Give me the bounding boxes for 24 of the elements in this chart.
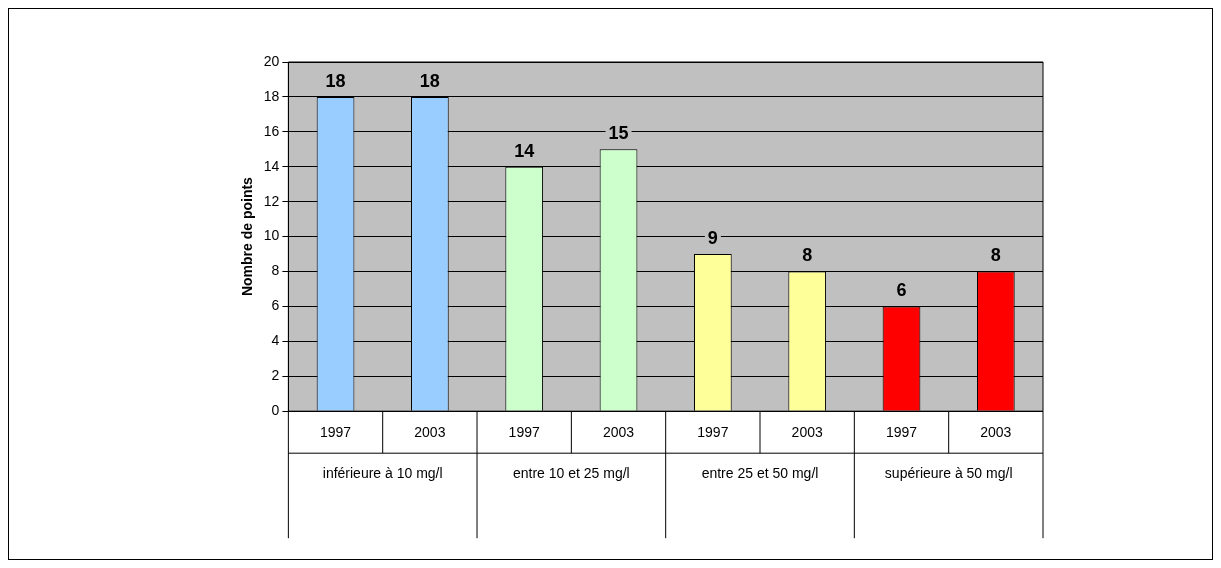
y-tick-label: 4: [271, 332, 280, 349]
data-label: 18: [419, 70, 440, 91]
y-tick-label: 10: [263, 227, 280, 244]
data-label: 18: [325, 70, 346, 91]
y-tick-label: 2: [271, 367, 280, 384]
text: supérieure à 50 mg/l: [884, 465, 1013, 482]
y-tick-label: 0: [271, 402, 280, 419]
text: entre 25 et 50 mg/l: [701, 465, 819, 482]
y-tick-label: 14: [263, 157, 280, 174]
text: inférieure à 10 mg/l: [322, 465, 443, 482]
data-label: 8: [802, 245, 813, 266]
data-label: 9: [707, 228, 718, 249]
data-label: 6: [896, 280, 907, 301]
y-tick-label: 20: [263, 52, 280, 69]
y-axis-title: Nombre de points: [239, 176, 256, 297]
y-tick-label: 16: [263, 122, 280, 139]
y-tick-label: 8: [271, 262, 280, 279]
data-label: 8: [990, 245, 1001, 266]
y-tick-label: 6: [271, 297, 280, 314]
text: entre 10 et 25 mg/l: [512, 465, 630, 482]
y-tick-label: 12: [263, 192, 280, 209]
y-tick-label: 18: [263, 87, 280, 104]
data-label: 15: [608, 123, 629, 144]
data-label: 14: [514, 140, 535, 161]
